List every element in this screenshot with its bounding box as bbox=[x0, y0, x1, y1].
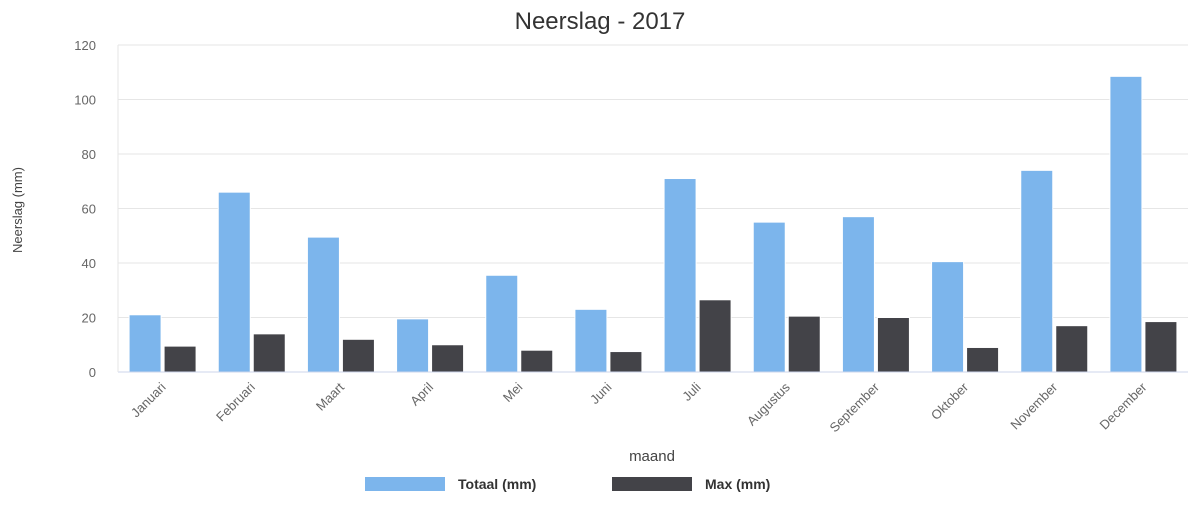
y-tick-label: 20 bbox=[82, 311, 96, 326]
legend: Totaal (mm) Max (mm) bbox=[365, 476, 770, 492]
legend-swatch bbox=[365, 477, 445, 491]
x-tick-label: Mei bbox=[500, 379, 525, 404]
x-tick-label: Juni bbox=[587, 379, 615, 407]
x-tick-label: December bbox=[1097, 379, 1150, 432]
gridlines bbox=[118, 44, 1188, 318]
bar bbox=[752, 221, 786, 373]
bar bbox=[128, 314, 162, 373]
legend-swatch bbox=[612, 477, 692, 491]
bar bbox=[609, 351, 643, 373]
bar bbox=[1144, 321, 1178, 373]
y-tick-label: 80 bbox=[82, 147, 96, 162]
bar bbox=[306, 236, 340, 373]
bar bbox=[252, 333, 286, 373]
bar bbox=[341, 338, 375, 373]
y-tick-label: 0 bbox=[89, 365, 96, 380]
bar bbox=[787, 315, 821, 373]
y-tick-label: 40 bbox=[82, 256, 96, 271]
x-tick-label: November bbox=[1007, 379, 1060, 432]
y-axis-ticks: 0 20 40 60 80 100 120 bbox=[74, 38, 96, 380]
legend-label: Totaal (mm) bbox=[458, 476, 536, 492]
x-tick-label: Maart bbox=[313, 379, 347, 413]
bar bbox=[698, 299, 732, 373]
bar bbox=[485, 274, 519, 373]
bar bbox=[841, 216, 875, 373]
x-tick-label: September bbox=[826, 379, 882, 435]
x-axis-ticks: Januari Februari Maart April Mei Juni Juli Augu… bbox=[128, 379, 1150, 435]
x-tick-label: April bbox=[407, 379, 436, 408]
bar bbox=[217, 191, 251, 373]
y-tick-label: 60 bbox=[82, 202, 96, 217]
y-axis-title: Neerslag (mm) bbox=[10, 167, 25, 253]
bars-group bbox=[128, 75, 1178, 373]
bar bbox=[1020, 169, 1054, 373]
x-tick-label: Januari bbox=[128, 379, 169, 420]
bar bbox=[431, 344, 465, 373]
bar bbox=[663, 178, 697, 373]
legend-label: Max (mm) bbox=[705, 476, 770, 492]
bar bbox=[1055, 325, 1089, 373]
bar bbox=[396, 318, 430, 373]
bar bbox=[931, 261, 965, 373]
y-tick-label: 100 bbox=[74, 93, 96, 108]
bar bbox=[520, 349, 554, 373]
x-tick-label: Augustus bbox=[744, 379, 793, 428]
x-tick-label: Februari bbox=[213, 379, 258, 424]
bar bbox=[163, 345, 197, 373]
x-tick-label: Juli bbox=[679, 379, 703, 403]
x-axis-title: maand bbox=[629, 448, 675, 465]
bar bbox=[966, 346, 1000, 373]
bar bbox=[574, 308, 608, 373]
y-tick-label: 120 bbox=[74, 38, 96, 53]
x-tick-label: Oktober bbox=[928, 379, 972, 423]
bar bbox=[876, 317, 910, 373]
chart-title: Neerslag - 2017 bbox=[515, 8, 686, 35]
bar bbox=[1109, 75, 1143, 373]
